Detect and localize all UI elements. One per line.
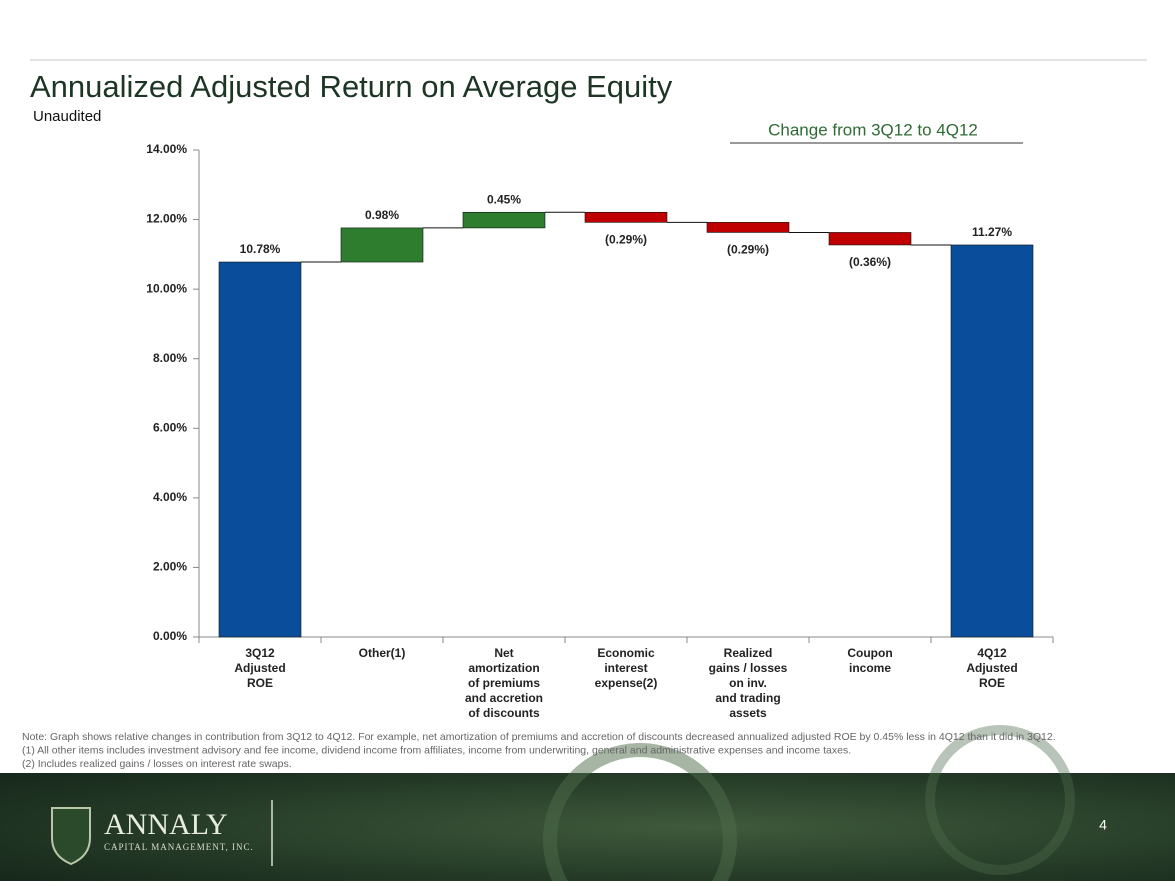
value-label: 0.45%	[487, 192, 521, 206]
x-tick-label: Realized	[724, 646, 773, 660]
footer-band	[0, 773, 1175, 881]
bar	[828, 232, 912, 246]
x-tick-label: assets	[729, 706, 767, 720]
x-tick-label: gains / losses	[709, 661, 788, 675]
y-tick-label: 6.00%	[153, 420, 187, 434]
x-tick-label: and trading	[715, 691, 780, 705]
x-tick-label: Economic	[597, 646, 655, 660]
x-tick-label: 3Q12	[245, 646, 275, 660]
x-tick-label: Adjusted	[966, 661, 1017, 675]
y-tick-label: 2.00%	[153, 560, 187, 574]
x-tick-label: 4Q12	[977, 646, 1007, 660]
y-tick-label: 12.00%	[146, 212, 187, 226]
x-tick-label: on inv.	[729, 676, 767, 690]
x-tick-label: Adjusted	[234, 661, 285, 675]
bar	[218, 261, 302, 638]
value-label: (0.36%)	[849, 255, 891, 269]
logo-shield	[51, 807, 91, 866]
bar	[706, 222, 790, 233]
bar	[462, 211, 546, 229]
y-tick-label: 10.00%	[146, 281, 187, 295]
company-name: ANNALY	[104, 808, 228, 841]
value-label: (0.29%)	[727, 243, 769, 257]
y-tick-label: 0.00%	[153, 629, 187, 643]
bar	[340, 227, 424, 263]
subtitle: Unaudited	[33, 108, 101, 125]
y-tick-label: 8.00%	[153, 351, 187, 365]
x-tick-label: interest	[604, 661, 647, 675]
x-tick-label: of discounts	[468, 706, 540, 720]
gear-decoration	[925, 725, 1075, 875]
y-tick-label: 14.00%	[146, 142, 187, 156]
note: (1) All other items includes investment …	[22, 744, 851, 756]
value-label: 11.27%	[972, 225, 1012, 239]
value-label: (0.29%)	[605, 233, 647, 247]
value-label: 0.98%	[365, 208, 399, 222]
value-label: 10.78%	[240, 242, 281, 256]
company-subtitle: CAPITAL MANAGEMENT, INC.	[104, 842, 254, 852]
x-tick-label: Net	[494, 646, 513, 660]
note: (2) Includes realized gains / losses on …	[22, 758, 292, 770]
gear-decoration	[543, 743, 737, 886]
bar	[584, 211, 668, 223]
x-tick-label: ROE	[247, 676, 273, 690]
x-tick-label: amortization	[468, 661, 539, 675]
annotation: Change from 3Q12 to 4Q12	[768, 120, 978, 139]
bar	[950, 244, 1034, 638]
title: Annualized Adjusted Return on Average Eq…	[30, 69, 673, 104]
x-tick-label: of premiums	[468, 676, 540, 690]
x-tick-label: Coupon	[847, 646, 892, 660]
x-tick-label: expense(2)	[595, 676, 658, 690]
x-tick-label: income	[849, 661, 891, 675]
y-tick-label: 4.00%	[153, 490, 187, 504]
x-tick-label: and accretion	[465, 691, 543, 705]
x-tick-label: ROE	[979, 676, 1005, 690]
page-number: 4	[1099, 817, 1107, 833]
x-tick-label: Other(1)	[359, 646, 406, 660]
note: Note: Graph shows relative changes in co…	[22, 731, 1056, 743]
